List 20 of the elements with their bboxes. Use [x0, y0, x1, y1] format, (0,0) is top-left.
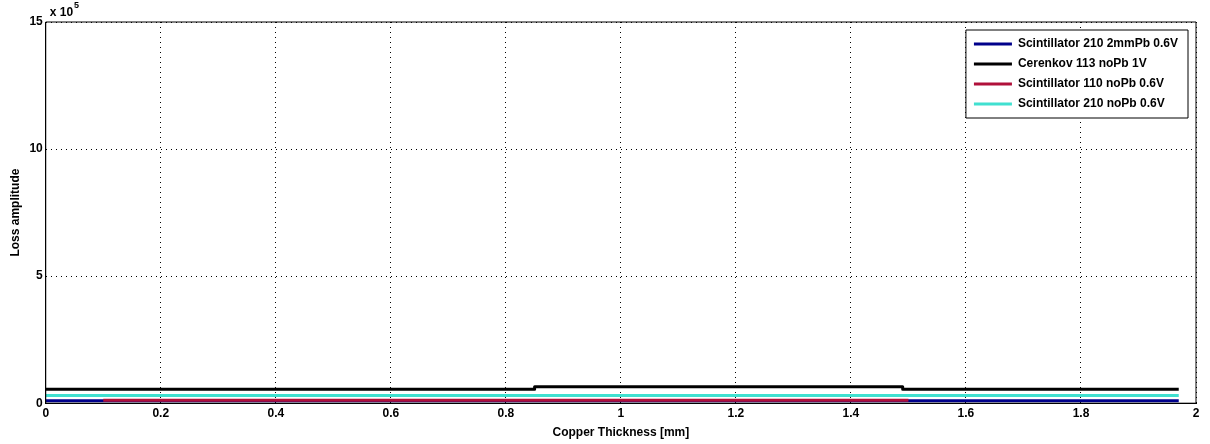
x-tick-label: 2: [1192, 405, 1200, 420]
x-tick-label: 0.8: [497, 405, 515, 420]
x-axis-title: Copper Thickness [mm]: [552, 425, 690, 440]
x-tick-label: 0.6: [382, 405, 400, 420]
y-tick-label: 5: [36, 268, 44, 283]
y-tick-label: 15: [29, 14, 44, 29]
legend-label: Scintillator 110 noPb 0.6V: [1017, 76, 1164, 91]
x-tick-label: 1.8: [1072, 405, 1090, 420]
legend-label: Scintillator 210 noPb 0.6V: [1017, 96, 1165, 111]
x-tick-label: 0.2: [152, 405, 170, 420]
x-tick-label: 1.6: [957, 405, 975, 420]
legend-label: Cerenkov 113 noPb 1V: [1017, 56, 1147, 71]
x-tick-label: 1.2: [727, 405, 745, 420]
y-tick-label: 10: [29, 141, 44, 156]
legend-label: Scintillator 210 2mmPb 0.6V: [1017, 36, 1179, 51]
y-tick-label: 0: [36, 395, 44, 410]
y-axis-title: Loss amplitude: [7, 168, 22, 257]
x-tick-label: 0.4: [267, 405, 285, 420]
x-tick-label: 1: [617, 405, 625, 420]
x-tick-label: 1.4: [842, 405, 860, 420]
